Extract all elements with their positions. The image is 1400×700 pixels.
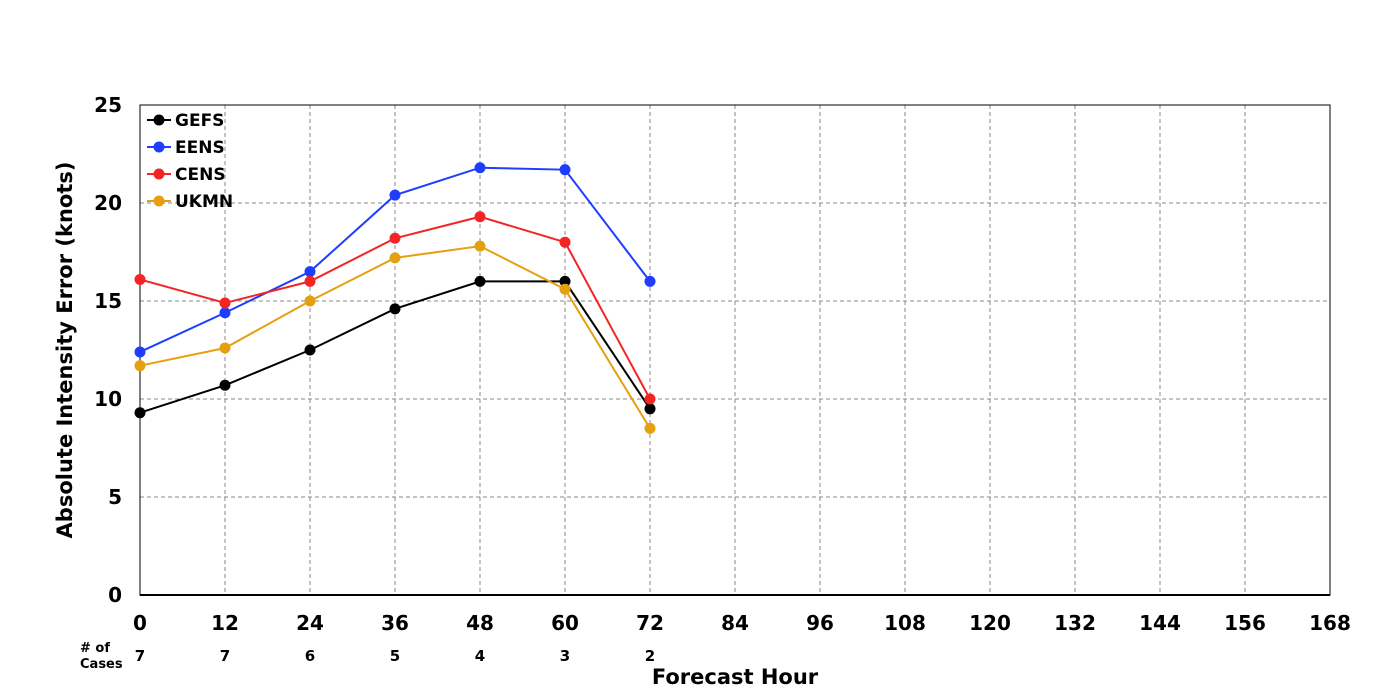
legend-item-ukmn: UKMN — [147, 192, 233, 212]
data-point-cens — [219, 297, 231, 309]
data-point-gefs — [219, 379, 231, 391]
cases-row: 7 7 6 5 4 3 2 — [135, 647, 655, 665]
data-point-eens — [134, 346, 146, 358]
data-point-ukmn — [474, 240, 486, 252]
x-tick-label: 168 — [1309, 611, 1351, 635]
legend-label: CENS — [175, 165, 226, 185]
data-point-gefs — [134, 407, 146, 419]
series-eens — [134, 162, 656, 358]
x-tick-label: 120 — [969, 611, 1011, 635]
legend-swatch-marker — [153, 168, 165, 180]
series-gefs — [134, 275, 656, 419]
y-tick-label: 15 — [94, 289, 122, 313]
legend-item-gefs: GEFS — [147, 111, 224, 131]
cases-count: 5 — [390, 647, 400, 665]
data-point-gefs — [559, 275, 571, 287]
y-tick-label: 0 — [108, 583, 122, 607]
x-tick-label: 24 — [296, 611, 324, 635]
data-point-ukmn — [559, 283, 571, 295]
x-tick-label: 72 — [636, 611, 664, 635]
data-point-cens — [474, 211, 486, 223]
cases-count: 4 — [475, 647, 485, 665]
legend-item-eens: EENS — [147, 138, 225, 158]
y-axis-title: Absolute Intensity Error (knots) — [53, 162, 77, 539]
x-tick-label: 12 — [211, 611, 239, 635]
legend-swatch-marker — [153, 195, 165, 207]
x-tick-label: 84 — [721, 611, 749, 635]
data-point-eens — [219, 307, 231, 319]
data-point-cens — [559, 236, 571, 248]
x-tick-label: 144 — [1139, 611, 1181, 635]
grid-lines — [140, 105, 1330, 595]
data-point-eens — [559, 164, 571, 176]
cases-count: 2 — [645, 647, 655, 665]
data-point-ukmn — [304, 295, 316, 307]
x-tick-label: 0 — [133, 611, 147, 635]
legend-item-cens: CENS — [147, 165, 226, 185]
legend: GEFS EENS CENS UKMN — [147, 111, 233, 212]
data-point-cens — [389, 232, 401, 244]
x-tick-label: 36 — [381, 611, 409, 635]
y-tick-label: 10 — [94, 387, 122, 411]
y-tick-label: 5 — [108, 485, 122, 509]
cases-label-line2: Cases — [80, 657, 123, 672]
x-tick-label: 96 — [806, 611, 834, 635]
data-point-eens — [389, 189, 401, 201]
cases-count: 3 — [560, 647, 570, 665]
y-tick-label: 25 — [94, 93, 122, 117]
legend-label: EENS — [175, 138, 225, 158]
data-point-cens — [134, 273, 146, 285]
x-tick-label: 132 — [1054, 611, 1096, 635]
legend-swatch-marker — [153, 114, 165, 126]
data-point-cens — [304, 275, 316, 287]
legend-label: GEFS — [175, 111, 224, 131]
data-point-eens — [644, 275, 656, 287]
series-lines — [134, 162, 656, 434]
x-tick-label: 156 — [1224, 611, 1266, 635]
data-point-eens — [474, 162, 486, 174]
cases-count: 7 — [135, 647, 145, 665]
data-point-ukmn — [134, 360, 146, 372]
legend-swatch-marker — [153, 141, 165, 153]
legend-label: UKMN — [175, 192, 233, 212]
x-tick-label: 48 — [466, 611, 494, 635]
cases-count: 6 — [305, 647, 315, 665]
axis-ticks: 0 12 24 36 48 60 72 84 96 108 120 132 144 156 168 0 5 10 1… — [94, 93, 1351, 635]
data-point-gefs — [389, 303, 401, 315]
data-point-ukmn — [389, 252, 401, 264]
data-point-ukmn — [219, 342, 231, 354]
data-point-cens — [644, 393, 656, 405]
series-ukmn — [134, 240, 656, 434]
cases-label-line1: # of — [80, 641, 110, 656]
x-tick-label: 108 — [884, 611, 926, 635]
data-point-ukmn — [644, 422, 656, 434]
cases-count: 7 — [220, 647, 230, 665]
data-point-gefs — [644, 403, 656, 415]
y-tick-label: 20 — [94, 191, 122, 215]
data-point-gefs — [304, 344, 316, 356]
x-tick-label: 60 — [551, 611, 579, 635]
x-axis-title: Forecast Hour — [652, 665, 819, 689]
series-cens — [134, 211, 656, 405]
data-point-eens — [304, 266, 316, 278]
data-point-gefs — [474, 275, 486, 287]
